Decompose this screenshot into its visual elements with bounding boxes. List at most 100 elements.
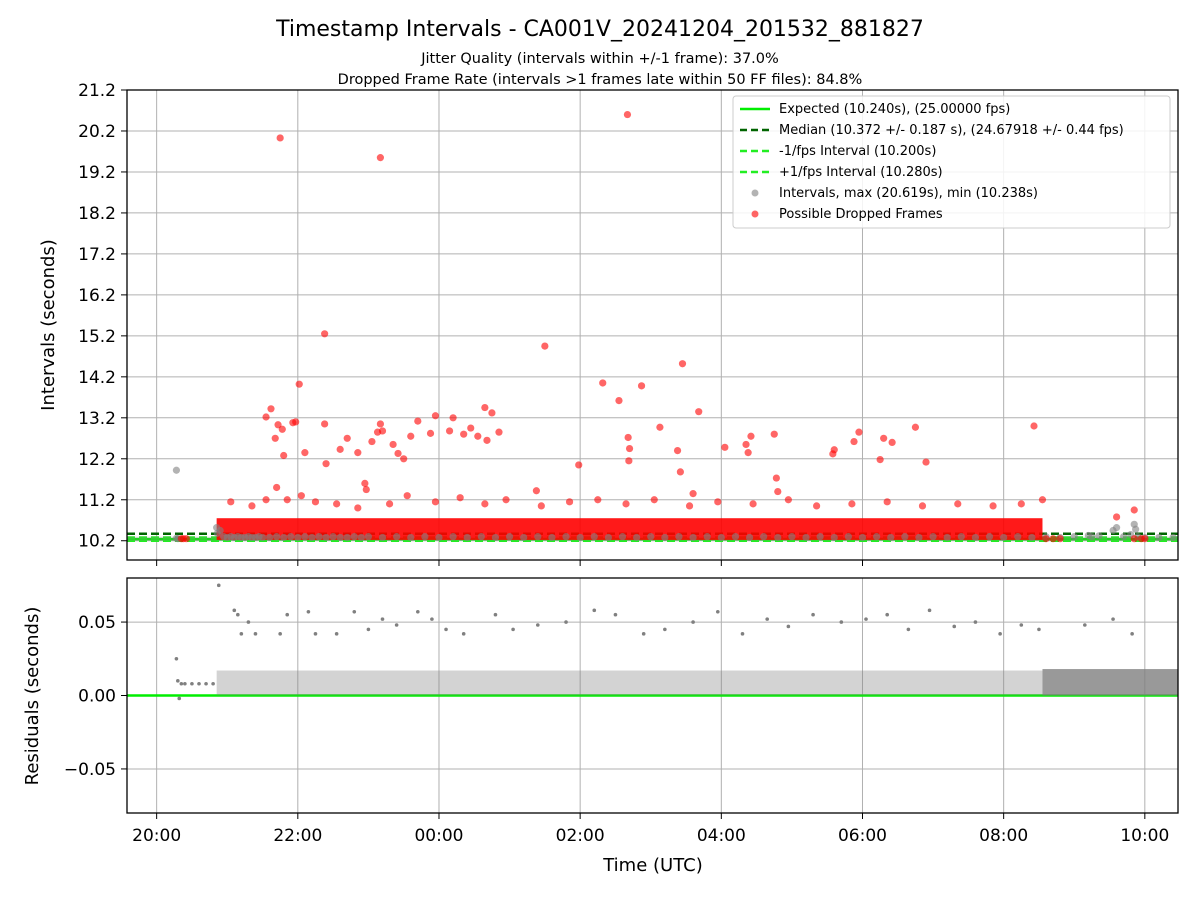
bottom-plot-dense-band	[216, 669, 1178, 696]
dropped-frame-point	[301, 449, 309, 457]
interval-point	[873, 533, 881, 541]
interval-point	[1070, 533, 1078, 541]
residual-point	[430, 617, 434, 621]
dropped-frame-point	[695, 408, 703, 416]
dropped-frame-point	[389, 440, 397, 449]
interval-point	[604, 533, 612, 542]
dropped-frame-point	[376, 154, 384, 162]
residual-point	[786, 624, 791, 629]
interval-point	[477, 533, 485, 541]
interval-point	[929, 533, 937, 541]
residual-point	[190, 681, 194, 686]
dropped-frame-point	[876, 456, 884, 464]
residual-point	[1130, 632, 1134, 636]
top-y-tick-label: 16.2	[78, 286, 116, 306]
dropped-frame-point	[431, 412, 440, 420]
bottom-plot-points	[174, 583, 1134, 701]
dropped-frame-point	[488, 409, 496, 417]
interval-point	[294, 533, 302, 542]
interval-point	[788, 533, 796, 541]
interval-point	[322, 533, 330, 542]
top-plot-points	[172, 110, 1177, 543]
interval-point	[689, 533, 697, 542]
residual-point	[285, 612, 290, 617]
dropped-frame-point	[855, 428, 863, 436]
interval-point	[1132, 525, 1140, 533]
bottom-y-tick-label: −0.05	[64, 760, 116, 780]
residual-point	[179, 681, 184, 686]
residual-point	[444, 627, 448, 632]
interval-point	[633, 533, 641, 542]
interval-point	[343, 533, 351, 542]
dropped-frame-point	[599, 379, 607, 387]
dropped-frame-point	[911, 423, 920, 431]
dropped-frame-point	[1042, 535, 1050, 543]
bottom-plot-x-ticks: 20:00 22:00 00:00 02:00 04:00 06:00 08:00 10:00	[132, 813, 1169, 846]
residual-point	[236, 612, 240, 617]
interval-point	[647, 533, 655, 541]
dropped-frame-point	[295, 380, 303, 388]
top-y-tick-label: 15.2	[78, 327, 116, 347]
dropped-frame-point	[541, 342, 549, 350]
top-y-tick-label: 14.2	[78, 368, 116, 388]
dropped-frame-point	[378, 427, 387, 435]
dropped-frame-point	[274, 421, 282, 429]
top-plot-x-ticks	[156, 560, 1146, 566]
dropped-frame-point	[1112, 513, 1121, 521]
dropped-frame-point	[784, 496, 792, 504]
interval-point	[971, 533, 980, 542]
dropped-frame-point	[685, 502, 694, 510]
dropped-frame-point	[1056, 535, 1064, 543]
residual-point	[352, 609, 357, 614]
interval-point	[802, 533, 810, 542]
interval-point	[329, 533, 337, 541]
interval-point	[901, 533, 909, 541]
dropped-frame-point	[460, 430, 468, 438]
x-tick-label: 08:00	[979, 826, 1028, 846]
interval-point	[548, 533, 556, 542]
residual-point	[394, 623, 399, 627]
dropped-frame-point	[747, 432, 755, 440]
residual-point	[174, 656, 179, 661]
interval-point	[618, 533, 627, 541]
legend-expected-label: Expected (10.240s), (25.00000 fps)	[779, 102, 1010, 117]
interval-point	[844, 533, 852, 541]
dropped-frame-point	[625, 444, 634, 453]
interval-point	[273, 533, 281, 541]
x-tick-label: 10:00	[1120, 826, 1169, 846]
legend: Expected (10.240s), (25.00000 fps) Media…	[732, 95, 1171, 229]
interval-point	[534, 533, 542, 541]
dropped-frame-point	[721, 443, 729, 451]
dropped-frame-point	[400, 455, 408, 463]
interval-point	[216, 526, 224, 535]
top-plot-frame	[126, 89, 1179, 561]
dropped-frame-point	[336, 445, 344, 453]
dropped-frame-point	[273, 483, 281, 492]
residual-point	[176, 679, 180, 683]
interval-point	[661, 533, 669, 542]
dropped-frame-point	[575, 461, 583, 469]
dropped-frame-point	[774, 487, 782, 496]
residual-point	[592, 608, 597, 613]
figure-title: Timestamp Intervals - CA001V_20241204_20…	[275, 17, 924, 42]
dropped-frame-point	[227, 498, 235, 506]
residual-point	[366, 627, 371, 632]
dropped-frame-point	[623, 110, 632, 119]
dropped-frame-point	[622, 500, 630, 508]
dropped-frame-point	[1017, 500, 1025, 508]
dropped-frame-point	[354, 449, 362, 457]
dropped-frame-point	[676, 468, 684, 476]
dropped-frame-point	[637, 382, 646, 390]
dropped-frame-point	[292, 418, 300, 426]
dropped-frame-point	[650, 496, 658, 504]
dropped-frame-point	[431, 498, 440, 506]
interval-point	[745, 533, 754, 542]
legend-median-label: Median (10.372 +/- 0.187 s), (24.67918 +…	[779, 123, 1124, 138]
dropped-frame-point	[770, 430, 778, 438]
interval-point	[505, 533, 514, 541]
dropped-frame-point	[354, 504, 362, 512]
residuals-band	[216, 670, 1043, 696]
interval-point	[265, 533, 274, 542]
dropped-frame-point	[262, 496, 270, 504]
interval-point	[463, 533, 471, 542]
